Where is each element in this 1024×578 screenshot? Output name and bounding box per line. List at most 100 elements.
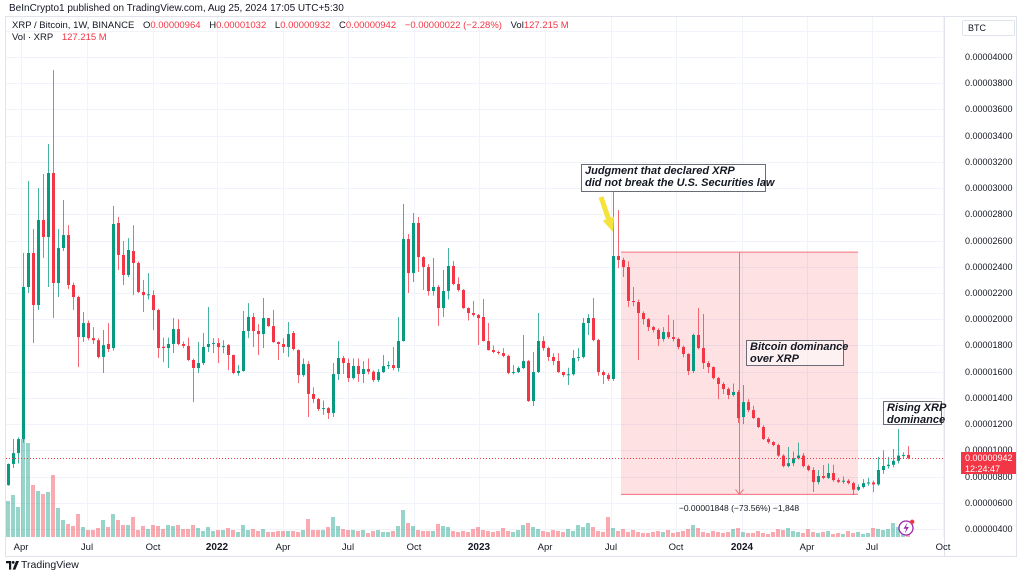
candle-body (902, 455, 905, 457)
volume-bar (491, 532, 495, 537)
arrow-down-icon (735, 489, 744, 496)
lightning-alert-icon[interactable] (898, 519, 915, 536)
volume-series-label[interactable]: Vol · XRP (12, 32, 54, 43)
volume-bar (681, 531, 685, 537)
candle-body (402, 238, 405, 341)
price-axis-label: 0.00002800 (965, 209, 1013, 220)
volume-bar (696, 528, 700, 537)
annotation-judgment[interactable]: Judgment that declared XRP did not break… (581, 164, 775, 192)
candle-body (682, 347, 685, 354)
candle (162, 337, 165, 363)
candle-body (512, 372, 515, 374)
candle-body (637, 302, 640, 314)
candle-body (167, 343, 170, 349)
gridlines (6, 17, 944, 537)
candle-body (807, 466, 810, 470)
candle (47, 144, 50, 287)
candle (692, 333, 695, 373)
close-value: 0.00000942 (345, 20, 397, 31)
candle-body (777, 445, 780, 456)
volume-bar (151, 525, 155, 537)
candle (297, 349, 300, 384)
candle-body (222, 346, 225, 348)
volume-bar (591, 527, 595, 537)
annotation-line: Judgment that declared XRP (585, 165, 735, 177)
yellow-arrow-icon[interactable] (598, 196, 615, 232)
candle (502, 348, 505, 358)
time-axis-label: 2024 (730, 542, 754, 553)
candle-body (617, 256, 620, 260)
candle-body (587, 318, 590, 324)
candle (412, 213, 415, 282)
volume-bar (866, 533, 870, 537)
candle-body (427, 267, 430, 292)
candle (142, 279, 145, 313)
low-value: 0.00000932 (280, 20, 331, 31)
volume-bar (776, 529, 780, 537)
price-axis-label: 0.00001000 (965, 445, 1013, 456)
annotation-line: over XRP (750, 352, 799, 365)
candle-body (262, 318, 265, 335)
candle (22, 253, 25, 443)
candle-body (857, 487, 860, 490)
candle (767, 437, 770, 444)
volume-bar (331, 517, 335, 537)
volume-bar (631, 530, 635, 537)
annotation-rising-xrp[interactable]: Rising XRP dominance (883, 401, 946, 425)
price-range-tool[interactable] (621, 251, 858, 496)
candle-body (832, 473, 835, 481)
volume-bar (406, 523, 410, 537)
candle (322, 400, 325, 415)
candle-body (772, 442, 775, 446)
annotation-bitcoin-dominance[interactable]: Bitcoin dominance over XRP (746, 340, 849, 366)
candle (317, 397, 320, 411)
candle-body (342, 358, 345, 364)
candle-body (732, 391, 735, 396)
candle (117, 216, 120, 271)
candle (52, 70, 55, 319)
symbol-title[interactable]: XRP / Bitcoin, 1W, BINANCE (12, 20, 135, 31)
candle-body (552, 356, 555, 362)
volume-bar (621, 529, 625, 537)
tradingview-brand[interactable]: TradingView (21, 559, 79, 571)
volume-bar (686, 529, 690, 537)
candle (437, 285, 440, 327)
candle (67, 225, 70, 290)
chart-pane[interactable] (6, 17, 944, 537)
candle-body (467, 308, 470, 314)
volume-bar (361, 530, 365, 537)
candle (152, 290, 155, 330)
candle (492, 345, 495, 354)
currency-button[interactable]: BTC (962, 20, 1015, 36)
volume-bar (476, 527, 480, 537)
annotation-line: Bitcoin dominance (750, 341, 849, 353)
candle-body (737, 391, 740, 419)
volume-bar (46, 492, 50, 537)
candle-body (797, 455, 800, 459)
candle-body (12, 453, 15, 464)
volume-bar (656, 531, 660, 537)
candle (837, 477, 840, 484)
candle-body (82, 323, 85, 338)
candle (402, 203, 405, 342)
candle (287, 321, 290, 357)
candle-body (812, 469, 815, 483)
candle-body (152, 295, 155, 311)
candle (222, 340, 225, 354)
candle-body (227, 345, 230, 356)
volume-bar (701, 532, 705, 537)
volume-bar (456, 532, 460, 537)
candle-body (327, 408, 330, 413)
candle-body (157, 310, 160, 349)
candle-body (32, 253, 35, 306)
volume-bar (236, 532, 240, 537)
volume-bar (91, 530, 95, 537)
candle-body (437, 286, 440, 309)
volume-bar (71, 526, 75, 537)
candle (652, 325, 655, 333)
candle (497, 350, 500, 355)
price-axis-label: 0.00003000 (965, 183, 1013, 194)
volume-label: Vol (510, 20, 524, 31)
volume-bar (226, 528, 230, 537)
tradingview-logo-icon[interactable] (6, 561, 19, 570)
